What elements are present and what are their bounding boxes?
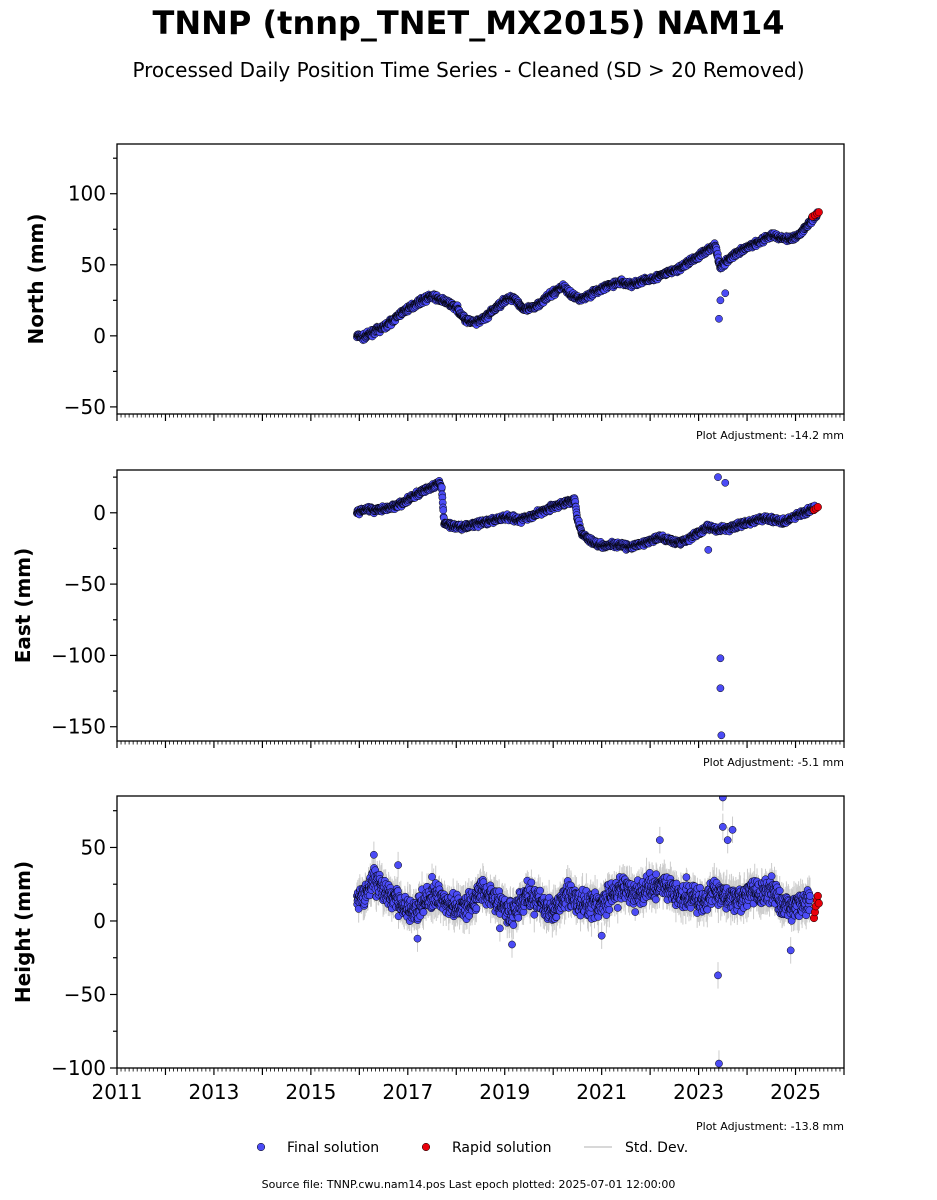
final-outlier-point [721, 289, 730, 298]
final-outlier-point [715, 314, 723, 323]
plot-area [353, 473, 822, 740]
chart-subtitle: Processed Daily Position Time Series - C… [132, 58, 805, 82]
y-tick-label: 100 [68, 182, 106, 206]
plot-area [353, 208, 823, 345]
y-axis-label: North (mm) [24, 213, 48, 344]
final-outlier-point [716, 296, 725, 305]
plot-adjustment-note: Plot Adjustment: -14.2 mm [696, 429, 844, 442]
final-solution-points [353, 473, 819, 740]
plot-frame [116, 143, 845, 415]
final-solution-points [353, 208, 822, 344]
y-tick-label: 0 [93, 324, 106, 348]
rapid-point [814, 208, 823, 217]
chart-title: TNNP (tnnp_TNET_MX2015) NAM14 [152, 4, 785, 42]
std-dev-bars [356, 209, 818, 345]
std-dev-bars [356, 473, 816, 739]
y-tick-label: −50 [64, 395, 106, 419]
panel-north: −50 0 50 100 North (mm) Plot Adjustment: -14.… [24, 143, 845, 442]
y-tick-label: 50 [81, 253, 106, 277]
rapid-solution-points [808, 208, 823, 221]
